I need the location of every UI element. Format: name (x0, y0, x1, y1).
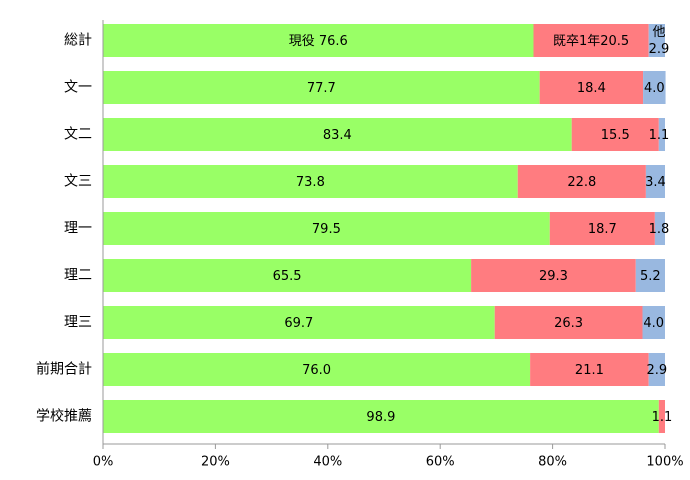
data-label: 1.1 (652, 410, 673, 425)
bar-segment (654, 212, 665, 245)
data-label: 18.4 (577, 81, 606, 96)
bar-segment (103, 71, 540, 104)
data-label: 21.1 (575, 363, 604, 378)
bar-segment (103, 400, 659, 433)
bar-segment (658, 118, 665, 151)
bar-segment (103, 118, 572, 151)
x-tick-label: 60% (426, 455, 455, 470)
data-label: 1.8 (649, 222, 670, 237)
data-label: 22.8 (567, 175, 596, 190)
x-tick-label: 0% (93, 455, 114, 470)
x-tick-label: 20% (201, 455, 230, 470)
x-tick-label: 100% (646, 455, 683, 470)
category-label: 理一 (64, 221, 92, 237)
data-label: 2.9 (649, 42, 670, 57)
data-label: 4.0 (644, 81, 665, 96)
bar-segment (533, 24, 649, 57)
bar-segment (103, 212, 550, 245)
bar-segment (539, 71, 644, 104)
data-label: 29.3 (539, 269, 568, 284)
data-label: 79.5 (312, 222, 341, 237)
data-label: 98.9 (366, 410, 395, 425)
data-label: 4.0 (643, 316, 664, 331)
bar-segment (471, 259, 636, 292)
bar-segment (549, 212, 655, 245)
bar-segment (648, 353, 665, 386)
bar-segment (642, 306, 665, 339)
category-label: 文三 (64, 174, 92, 190)
bar-segment (530, 353, 649, 386)
data-label: 15.5 (601, 128, 630, 143)
data-label: 他 (652, 25, 665, 40)
category-label: 文一 (64, 80, 92, 96)
data-label: 既卒1年20.5 (553, 34, 629, 49)
data-label: 3.4 (645, 175, 666, 190)
data-label: 26.3 (554, 316, 583, 331)
bar-segment (103, 165, 518, 198)
bar-segment (648, 24, 665, 57)
data-label: 2.9 (647, 363, 668, 378)
data-label: 65.5 (273, 269, 302, 284)
category-label: 文二 (64, 127, 92, 143)
category-label: 学校推薦 (36, 408, 92, 425)
x-tick-label: 80% (538, 455, 567, 470)
data-label: 5.2 (640, 269, 661, 284)
bar-segment (571, 118, 659, 151)
x-tick-label: 40% (313, 455, 342, 470)
category-label: 理三 (64, 315, 92, 331)
bar-segment (103, 306, 495, 339)
bar-segment (658, 400, 665, 433)
data-label: 69.7 (284, 316, 313, 331)
bar-segment (103, 24, 534, 57)
category-label: 理二 (64, 268, 92, 284)
bar-segment (103, 259, 472, 292)
bar-segment (635, 259, 665, 292)
bar-segment (103, 353, 531, 386)
data-label: 1.1 (649, 128, 670, 143)
data-label: 76.0 (302, 363, 331, 378)
category-label: 総計 (64, 33, 92, 49)
data-label: 現役 76.6 (289, 34, 348, 49)
bar-segment (494, 306, 643, 339)
category-label: 前期合計 (36, 361, 92, 378)
bar-segment (517, 165, 646, 198)
bar-segment (645, 165, 665, 198)
data-label: 18.7 (588, 222, 617, 237)
data-label: 77.7 (307, 81, 336, 96)
data-label: 73.8 (296, 175, 325, 190)
data-label: 83.4 (323, 128, 352, 143)
bar-segment (643, 71, 666, 104)
